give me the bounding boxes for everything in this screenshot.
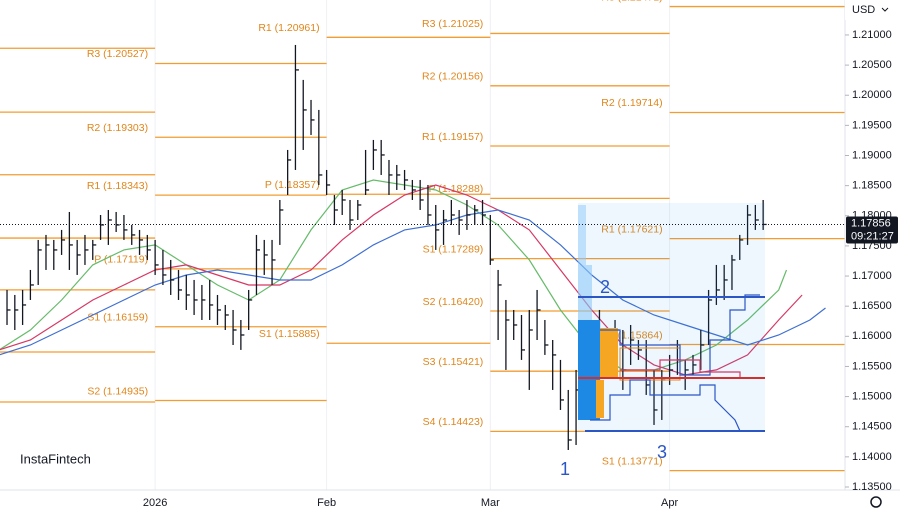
volume-profile (578, 320, 600, 420)
pivot-label: S3 (1.15421) (423, 356, 484, 368)
pivot-label: R2 (1.20156) (422, 71, 483, 83)
countdown: 09:21:27 (851, 230, 894, 242)
annotation: 1 (560, 459, 570, 479)
pivot-label: S2 (1.16420) (423, 296, 484, 308)
y-tick-label: 1.19000 (852, 149, 892, 161)
pivot-label: R1 (1.17621) (601, 223, 662, 235)
x-tick-label: Mar (481, 497, 500, 509)
y-tick-label: 1.16500 (852, 300, 892, 312)
y-tick-label: 1.18500 (852, 180, 892, 192)
pivot-label: R3 (1.20527) (87, 48, 148, 60)
y-tick-label: 1.17000 (852, 270, 892, 282)
settings-icon[interactable] (870, 496, 882, 508)
y-tick-label: 1.16000 (852, 330, 892, 342)
logo-box (12, 440, 140, 478)
drawings: 1 2 3 (560, 203, 765, 479)
pivot-label: R2 (1.19714) (601, 97, 662, 109)
y-tick-label: 1.21000 (852, 29, 892, 41)
step-line (600, 294, 760, 376)
annotation: 3 (657, 442, 667, 462)
y-tick-label: 1.15500 (852, 360, 892, 372)
volume-profile (600, 328, 618, 378)
pivot-label: S1 (1.13771) (602, 455, 663, 467)
x-tick-label: Apr (661, 497, 678, 509)
plot: R3 (1.20527) R2 (1.19303) R1 (1.18343) P (1… (0, 0, 845, 490)
pivot-label: S1 (1.15885) (259, 328, 320, 340)
range-box (578, 203, 765, 431)
brand: InstaFintech (20, 451, 91, 466)
pivot-label: P (1.15864) (608, 329, 663, 341)
y-tick-label: 1.20000 (852, 89, 892, 101)
volume-profile (578, 205, 586, 265)
step-line (590, 379, 741, 432)
currency[interactable]: USD (852, 4, 875, 16)
volume-profile (596, 380, 604, 418)
pivot-label: S2 (1.14935) (87, 385, 148, 397)
pivot-label: S4 (1.14423) (423, 416, 484, 428)
step-line (620, 359, 741, 378)
annotation: 2 (600, 277, 610, 297)
pivot-label: R1 (1.19157) (422, 131, 483, 143)
y-tick-label: 1.20500 (852, 59, 892, 71)
pivot-label: P (1.18288) (429, 183, 484, 195)
pivot-label: S1 (1.16159) (87, 312, 148, 324)
pivot-label: R3 (1.21025) (422, 18, 483, 30)
y-tick-label: 1.13500 (852, 481, 892, 493)
currency-button[interactable] (845, 0, 900, 20)
pivot-label: R1 (1.18343) (87, 180, 148, 192)
pivot-label: R1 (1.20961) (258, 22, 319, 34)
ma-line (0, 184, 803, 376)
price-tag-label: 1.17856 (851, 217, 891, 229)
y-tick-label: 1.15000 (852, 390, 892, 402)
y-tick-label: 1.14500 (852, 421, 892, 433)
axes: 2026 Feb Mar Apr 1.21000 1.20500 1.20000 1.1950… (0, 29, 898, 509)
pivot-label: R3 (1.21471) (601, 0, 662, 3)
x-tick-label: Feb (317, 497, 336, 509)
price-tag (846, 216, 898, 244)
y-tick-label: 1.19500 (852, 119, 892, 131)
y-tick-label: 1.14000 (852, 451, 892, 463)
price-axis (845, 0, 900, 510)
volume-profile (578, 265, 592, 320)
pivot-label: P (1.17119) (94, 254, 148, 266)
pivot-label: R2 (1.19303) (87, 122, 148, 134)
pivot-label: S1 (1.17289) (423, 243, 484, 255)
x-tick-label: 2026 (143, 497, 167, 509)
chevron[interactable] (881, 7, 889, 12)
pivot-label: P (1.18357) (265, 179, 320, 191)
